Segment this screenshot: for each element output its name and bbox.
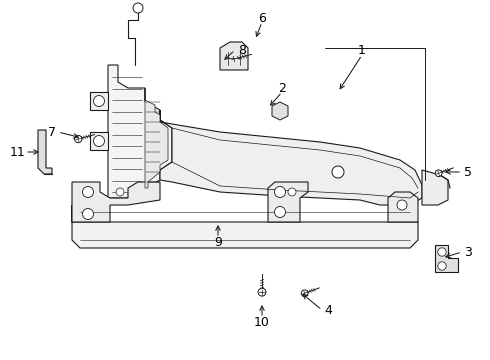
Circle shape (397, 200, 407, 210)
Polygon shape (145, 88, 168, 188)
Polygon shape (160, 110, 422, 205)
Polygon shape (272, 102, 288, 120)
Text: 6: 6 (258, 12, 266, 24)
Circle shape (94, 135, 104, 147)
Circle shape (288, 188, 296, 196)
Circle shape (82, 208, 94, 220)
Polygon shape (435, 245, 458, 272)
Circle shape (438, 262, 446, 270)
Text: 10: 10 (254, 315, 270, 328)
Text: 4: 4 (324, 303, 332, 316)
Circle shape (133, 3, 143, 13)
Polygon shape (422, 170, 448, 205)
Circle shape (274, 207, 286, 217)
Text: 1: 1 (358, 44, 366, 57)
Polygon shape (220, 42, 248, 70)
Circle shape (82, 186, 94, 198)
Polygon shape (268, 182, 308, 222)
Polygon shape (72, 205, 418, 248)
Text: 2: 2 (278, 81, 286, 94)
Polygon shape (108, 65, 172, 198)
Circle shape (258, 288, 266, 296)
Circle shape (230, 55, 238, 63)
Polygon shape (90, 132, 108, 150)
Circle shape (116, 188, 124, 196)
Text: 11: 11 (10, 145, 26, 158)
Polygon shape (38, 130, 52, 174)
Circle shape (435, 170, 442, 177)
Text: 3: 3 (464, 246, 472, 258)
Polygon shape (90, 92, 108, 110)
Text: 7: 7 (48, 126, 56, 139)
Polygon shape (388, 192, 418, 222)
Circle shape (332, 166, 344, 178)
Circle shape (94, 95, 104, 107)
Circle shape (274, 186, 286, 198)
Polygon shape (72, 182, 160, 222)
Text: 8: 8 (238, 44, 246, 57)
Circle shape (74, 135, 82, 143)
Circle shape (301, 290, 308, 297)
Text: 9: 9 (214, 235, 222, 248)
Circle shape (438, 248, 446, 256)
Text: 5: 5 (464, 166, 472, 179)
